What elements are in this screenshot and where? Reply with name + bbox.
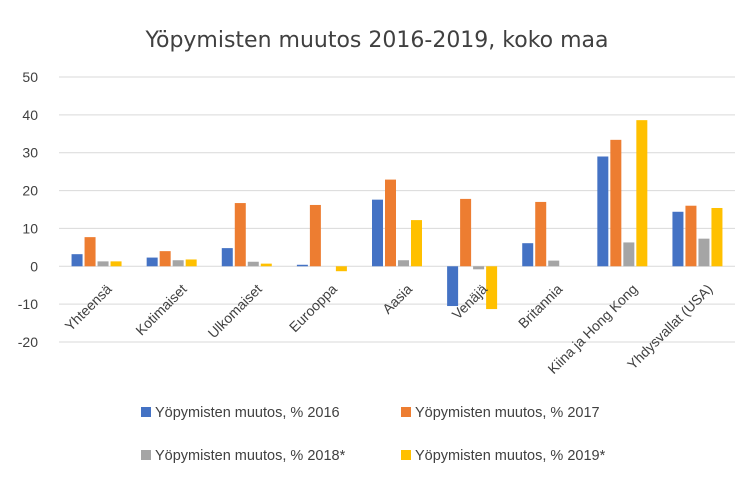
x-tick-label: Eurooppa [286, 281, 340, 335]
bars [71, 120, 723, 310]
bar [522, 243, 534, 267]
bar [411, 220, 422, 267]
legend-label: Yöpymisten muutos, % 2019* [415, 448, 606, 464]
y-tick-label: 40 [22, 107, 38, 123]
legend: Yöpymisten muutos, % 2016 Yöpymisten muut… [141, 405, 606, 464]
bar [335, 266, 347, 272]
y-tick-label: 20 [22, 183, 38, 199]
bar [473, 266, 485, 270]
bar [385, 179, 396, 267]
bar [535, 201, 547, 267]
bar [84, 237, 96, 267]
bar [597, 156, 609, 267]
bar [398, 260, 409, 267]
x-tick-label: Aasia [379, 281, 415, 317]
x-tick-label: Kotimaiset [132, 281, 190, 339]
bar [685, 205, 697, 267]
legend-swatch [141, 407, 151, 417]
bar [610, 139, 622, 267]
x-axis-tick-labels: Yhteensä Kotimaiset Ulkomaiset Eurooppa Aasi… [62, 281, 716, 377]
chart-title: Yöpymisten muutos 2016-2019, koko maa [144, 28, 608, 53]
bar [711, 207, 723, 267]
bar [97, 261, 109, 267]
y-tick-label: -10 [18, 296, 38, 312]
bar [221, 248, 233, 267]
y-axis-tick-labels: -20 -10 0 10 20 30 40 50 [18, 69, 38, 350]
gridlines [59, 76, 735, 343]
bar [698, 238, 710, 267]
y-tick-label: 10 [22, 220, 38, 236]
legend-swatch [141, 450, 151, 460]
y-tick-label: 30 [22, 145, 38, 161]
bar [185, 259, 197, 267]
legend-label: Yöpymisten muutos, % 2018* [155, 448, 346, 464]
bar [110, 261, 122, 267]
bar [234, 203, 246, 267]
legend-swatch [401, 450, 411, 460]
bar [247, 261, 259, 267]
y-tick-label: 50 [22, 69, 38, 85]
legend-label: Yöpymisten muutos, % 2016 [155, 405, 340, 421]
bar [172, 260, 184, 267]
bar [309, 204, 321, 267]
x-tick-label: Britannia [515, 281, 566, 332]
legend-label: Yöpymisten muutos, % 2017 [415, 405, 600, 421]
bar [486, 266, 498, 310]
bar [71, 254, 83, 267]
bar [159, 251, 171, 267]
y-tick-label: 0 [30, 258, 38, 274]
bar [460, 198, 472, 267]
bar [296, 264, 308, 267]
bar [260, 263, 272, 267]
bar [636, 120, 648, 267]
bar [623, 242, 635, 267]
bar [447, 266, 459, 307]
bar [672, 211, 684, 267]
x-tick-label: Ulkomaiset [205, 281, 265, 341]
y-tick-label: -20 [18, 334, 38, 350]
bar [146, 257, 158, 267]
legend-swatch [401, 407, 411, 417]
x-tick-label: Yhteensä [62, 281, 115, 334]
bar [372, 199, 383, 267]
bar [548, 260, 560, 267]
